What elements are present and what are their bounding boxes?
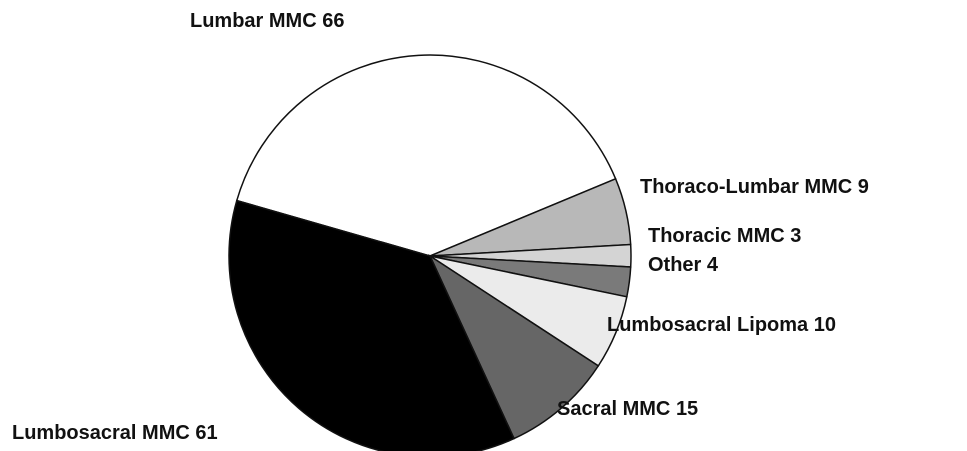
slice-label: Thoraco-Lumbar MMC 9 (640, 176, 869, 198)
value-label: 4 (707, 254, 719, 276)
category-label: Lumbosacral Lipoma (607, 314, 809, 336)
slice-label: Lumbosacral Lipoma 10 (607, 314, 836, 336)
slice-label: Sacral MMC 15 (557, 398, 698, 420)
slice-label: Other 4 (648, 254, 719, 276)
slice-label: Lumbosacral MMC 61 (12, 422, 218, 444)
category-label: Sacral MMC (557, 398, 670, 420)
slice-label: Thoracic MMC 3 (648, 225, 801, 247)
value-label: 15 (676, 398, 698, 420)
pie-slice (228, 199, 516, 451)
category-label: Thoraco-Lumbar MMC (640, 176, 852, 198)
category-label: Other (648, 254, 702, 276)
value-label: 9 (858, 176, 869, 198)
value-label: 66 (322, 10, 344, 32)
category-label: Thoracic MMC (648, 225, 785, 247)
value-label: 61 (195, 422, 217, 444)
slice-label: Lumbar MMC 66 (190, 10, 344, 32)
value-label: 10 (814, 314, 836, 336)
pie-slice (428, 253, 600, 440)
value-label: 3 (790, 225, 801, 247)
category-label: Lumbar MMC (190, 10, 317, 32)
pie-slice (235, 54, 617, 257)
category-label: Lumbosacral MMC (12, 422, 190, 444)
